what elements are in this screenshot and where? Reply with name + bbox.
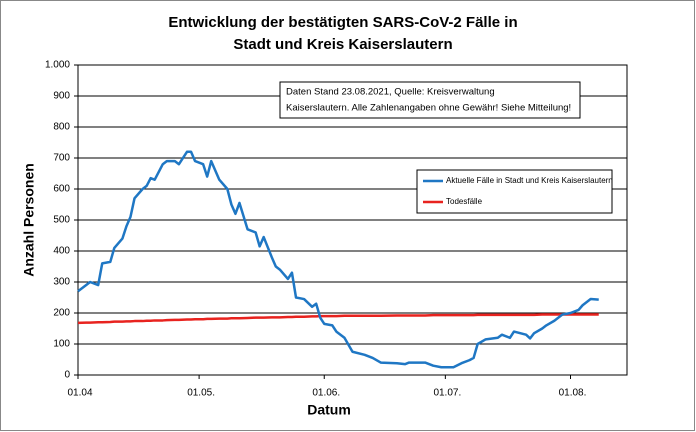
y-tick-label: 200 — [53, 308, 70, 319]
y-axis-title: Anzahl Personen — [21, 163, 37, 277]
y-tick-label: 1.000 — [45, 60, 70, 71]
y-tick-label: 700 — [53, 153, 70, 164]
legend-label: Aktuelle Fälle in Stadt und Kreis Kaiser… — [446, 176, 613, 185]
data-line — [77, 150, 599, 369]
y-tick-label: 500 — [53, 215, 70, 226]
annotation-text: Daten Stand 23.08.2021, Quelle: Kreisver… — [286, 87, 495, 98]
annotation-text: Kaiserslautern. Alle Zahlenangaben ohne … — [286, 103, 571, 114]
x-tick-label: 01.05. — [187, 388, 215, 399]
y-tick-label: 900 — [53, 91, 70, 102]
legend-label: Todesfälle — [446, 197, 483, 206]
x-tick-label: 01.08. — [559, 388, 587, 399]
annotation-box — [279, 81, 581, 119]
data-line — [77, 313, 599, 325]
x-axis-title: Datum — [307, 402, 351, 418]
legend-box — [416, 169, 613, 214]
chart-title: Entwicklung der bestätigten SARS-CoV-2 F… — [168, 14, 517, 31]
y-tick-label: 100 — [53, 339, 70, 350]
x-tick-label: 01.06. — [312, 388, 340, 399]
y-tick-label: 400 — [53, 246, 70, 257]
chart-title: Stadt und Kreis Kaiserslautern — [233, 36, 452, 53]
x-tick-label: 01.04 — [67, 388, 92, 399]
y-tick-label: 600 — [53, 184, 70, 195]
x-tick-label: 01.07. — [433, 388, 461, 399]
y-tick-label: 0 — [64, 370, 70, 381]
y-tick-label: 800 — [53, 122, 70, 133]
y-tick-label: 300 — [53, 277, 70, 288]
